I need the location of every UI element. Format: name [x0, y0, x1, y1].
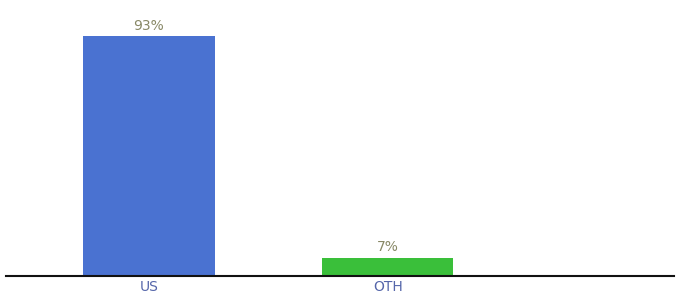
Bar — [83, 36, 215, 276]
Bar — [322, 258, 454, 276]
Text: 93%: 93% — [133, 19, 165, 33]
Text: 7%: 7% — [377, 240, 398, 254]
